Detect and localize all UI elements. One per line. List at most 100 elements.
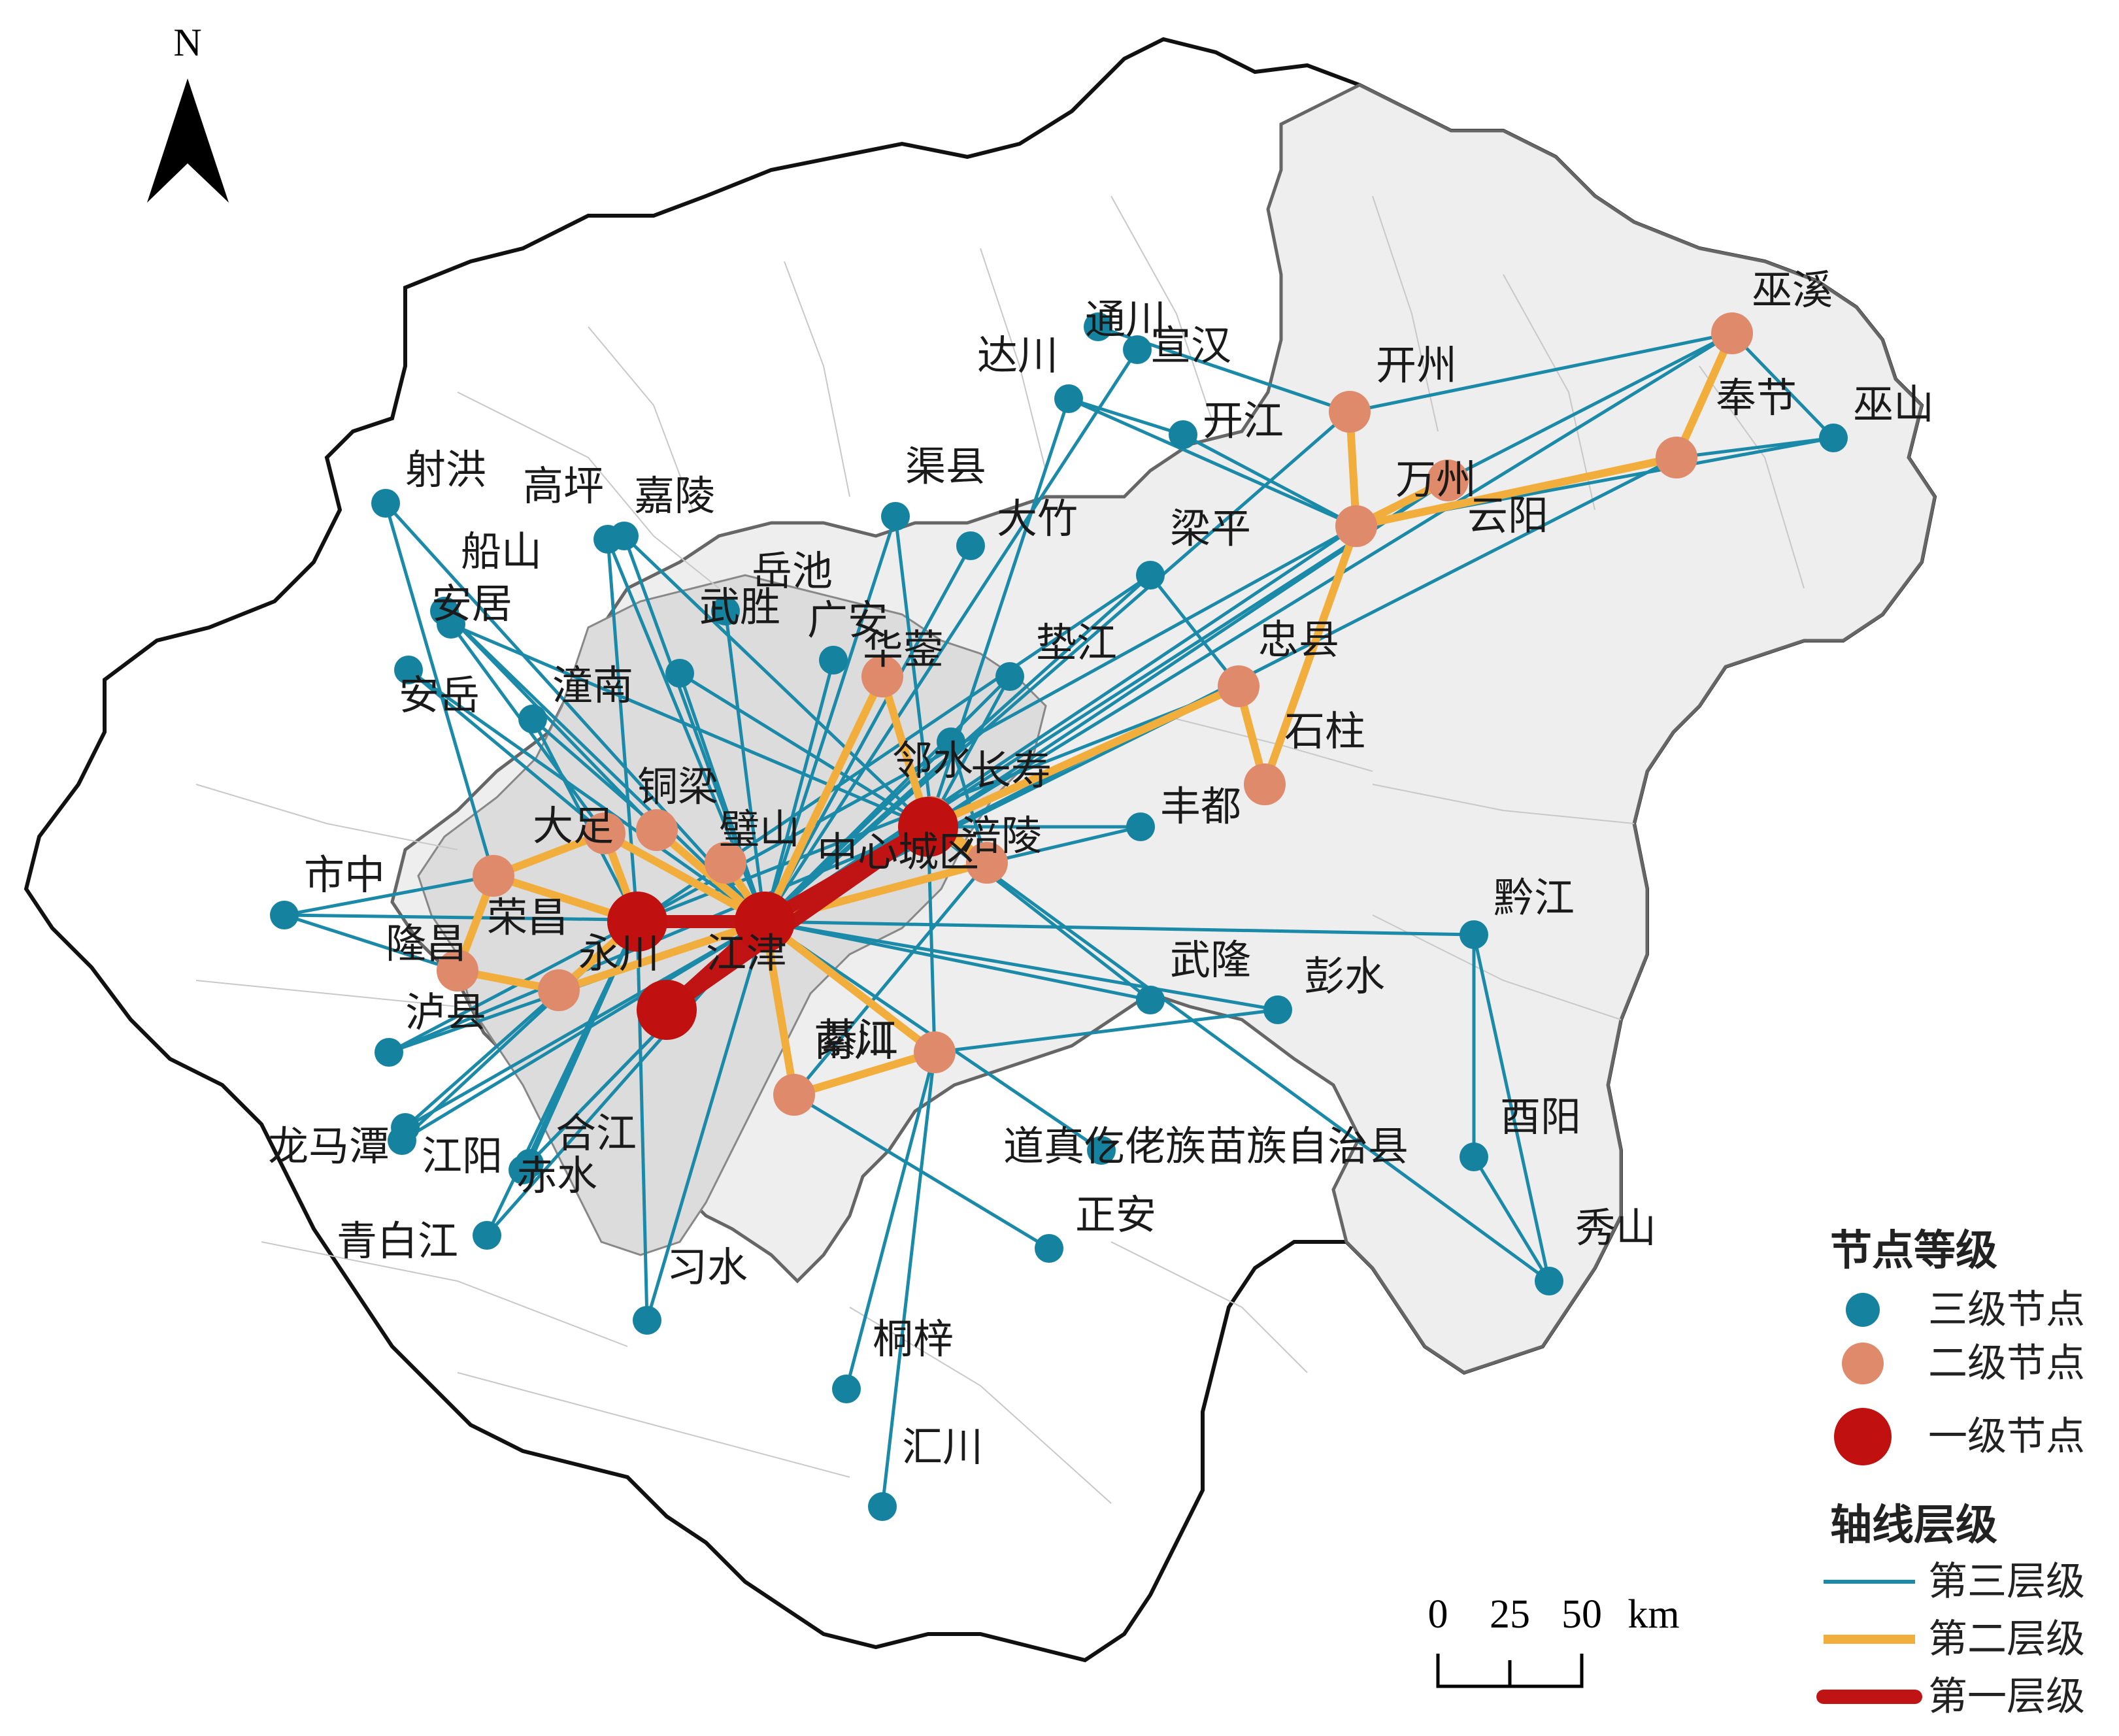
legend-nodes-title: 节点等级 [1830, 1227, 1997, 1275]
county-boundaries [195, 195, 1805, 1504]
legend-tier2-line-label: 第二层级 [1928, 1616, 2085, 1662]
axis-tier3-wuxi-zhongxincheng [926, 331, 1734, 829]
label-wusheng: 武胜 [699, 583, 780, 631]
label-yuechi: 岳池 [752, 547, 833, 595]
axis-tier3-chuanshan-tongliang [442, 609, 659, 832]
legend-tier1-line-label: 第一层级 [1928, 1674, 2085, 1720]
north-label: N [173, 21, 201, 64]
axis-tier3-linshui-jiangjin [763, 740, 953, 924]
node-fuling [966, 842, 1008, 884]
label-xishui: 习水 [667, 1243, 748, 1291]
node-wulong [1136, 986, 1165, 1014]
axis-tier3-qianjiang-xiushan [1472, 933, 1551, 1283]
node-zhengan [1035, 1234, 1063, 1263]
label-wanzhou: 万州 [1395, 456, 1477, 503]
label-fengdu: 丰都 [1160, 782, 1241, 830]
scale-tick-0: 0 [1428, 1592, 1448, 1637]
label-zhongxincheng: 中心城区 [817, 828, 979, 876]
legend-tier3-node-label: 三级节点 [1928, 1287, 2085, 1333]
node-dachuan [1054, 384, 1083, 413]
label-kaijiang: 开江 [1203, 397, 1284, 444]
label-shizhu: 石柱 [1284, 707, 1365, 755]
axis-tier3-pengshui-qijiang [933, 1008, 1280, 1054]
node-yuechi [711, 597, 740, 626]
node-shizhu [1244, 763, 1286, 805]
axis-tier3-shizhong-longchang [282, 913, 459, 973]
node-qijiang [914, 1031, 956, 1073]
axis-tier3-jialing-zhongxincheng [622, 534, 930, 829]
label-shizhong: 市中 [304, 851, 385, 899]
label-huaying: 华蓥 [863, 626, 944, 673]
axis-tier3-qijiang-zhongxincheng [926, 825, 937, 1054]
axis-tier3-nanchuan-fuling [792, 861, 989, 1097]
label-rongchang: 荣昌 [487, 893, 568, 941]
label-hejiang: 合江 [556, 1109, 637, 1157]
axis-tier3-shizhong-rongchang [282, 874, 495, 917]
node-kaizhou [1329, 391, 1371, 433]
node-tongliang [636, 809, 678, 851]
label-luxian: 泸县 [405, 988, 486, 1036]
node-rongchang [473, 855, 514, 897]
node-dazu [584, 812, 626, 854]
node-jialing [610, 522, 639, 550]
legend-tier1-node-label: 一级节点 [1928, 1414, 2085, 1460]
label-youyang: 酉阳 [1500, 1093, 1581, 1141]
axis-tier2-qijiang-jiangjin [761, 918, 939, 1056]
node-bishan [705, 842, 746, 884]
node-xuyong [637, 980, 697, 1040]
label-shehong: 射洪 [405, 446, 486, 493]
axis-tier3-kaizhou-wuxi [1348, 331, 1734, 414]
legend: 节点等级 三级节点 二级节点 一级节点 轴线层级 第三层级 第二层级 第一层级 [1816, 1227, 2085, 1720]
scale-bar-ruler [1436, 1654, 1584, 1688]
node-anyue [394, 656, 423, 684]
node-quxian [881, 502, 910, 531]
node-longchang [437, 950, 478, 992]
label-guangan: 广安 [807, 596, 888, 644]
node-nanchuan [773, 1074, 815, 1116]
label-quxian: 渠县 [905, 442, 986, 490]
label-jiangyang: 江阳 [422, 1132, 503, 1180]
label-xiushan: 秀山 [1575, 1204, 1656, 1252]
axis-tier3-tongzi-qijiang [844, 1050, 937, 1391]
north-arrow: N [147, 21, 229, 203]
label-yunyang: 云阳 [1467, 492, 1548, 539]
axis-tier3-shehong-rongchang [384, 501, 495, 878]
node-chishui [509, 1156, 537, 1184]
legend-tier1-node-icon [1834, 1408, 1892, 1465]
axis-tier3-zhengan-nanchuan [792, 1093, 1051, 1250]
axis-tier2-wanzhou-shizhu [1261, 522, 1360, 788]
label-pengshui: 彭水 [1304, 952, 1385, 1000]
axis-tier3-quxian-jiangjin [763, 514, 897, 924]
axis-tier2-huaying-jiangjin [761, 673, 886, 926]
axis-tier2-luxianT2-jiangjin [555, 918, 769, 994]
axis-tier3-xishui-jiangjin [645, 920, 767, 1322]
axis-tier3-anyue-jiangjin [407, 668, 767, 924]
label-nanchuan: 南川 [814, 1018, 895, 1065]
label-fengjie: 奉节 [1716, 374, 1797, 422]
label-yongchuan: 永川 [578, 929, 659, 977]
legend-tier2-node-icon [1842, 1343, 1884, 1384]
label-longmatan: 龙马潭 [268, 1122, 390, 1170]
label-tongnan: 潼南 [552, 661, 633, 709]
node-guangan [819, 646, 848, 675]
axis-tier3-wanzhou-yongchuan [635, 524, 1358, 924]
scale-tick-25: 25 [1490, 1592, 1530, 1637]
label-linshui: 邻水 [892, 737, 973, 784]
node-tongzi [832, 1375, 861, 1403]
label-tongliang: 铜梁 [637, 763, 718, 810]
label-wuxi: 巫溪 [1752, 266, 1833, 314]
label-dazu: 大足 [533, 802, 614, 850]
axis-tier3-huichuan-qijiang [880, 1050, 937, 1509]
node-liangping [1136, 561, 1165, 590]
scale-tick-50: 50 [1561, 1592, 1602, 1637]
axis-tier3-youyang-xiushan [1472, 1155, 1551, 1283]
node-luxian [375, 1038, 403, 1067]
node-jiangjin [735, 892, 795, 952]
node-zhongxincheng [898, 797, 958, 857]
axis-tier3-tongnan-yongchuan [531, 717, 639, 924]
node-youyang [1460, 1143, 1488, 1171]
node-wuxi [1711, 312, 1753, 354]
axis-tier3-xiushan-zhongxincheng [926, 825, 1551, 1283]
node-qianjiang [1460, 920, 1488, 949]
